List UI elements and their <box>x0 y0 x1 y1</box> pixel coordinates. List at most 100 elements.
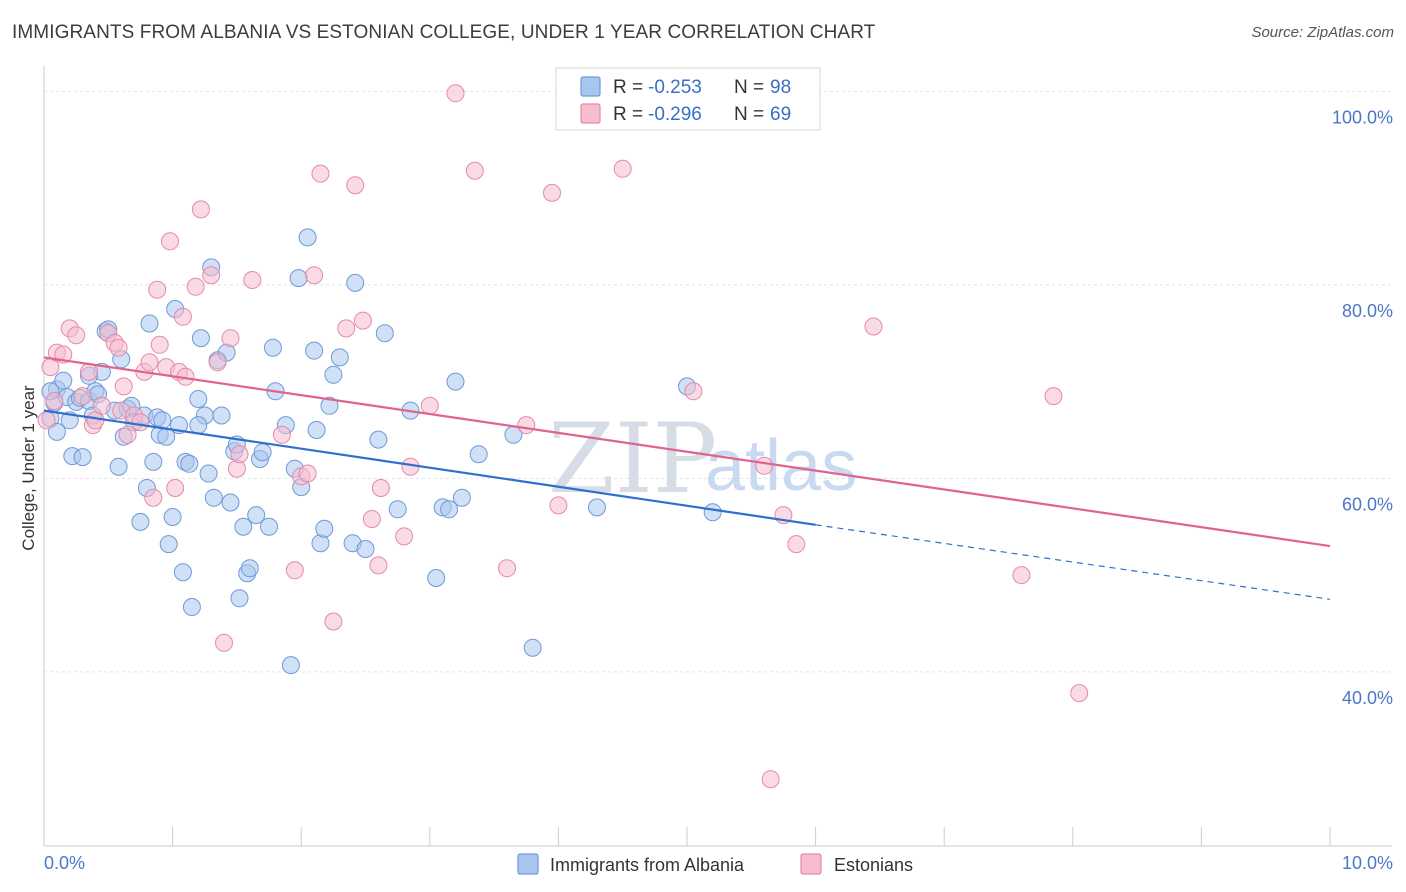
point-estonians <box>543 183 561 202</box>
legend-n-value-estonians: 69 <box>770 104 791 125</box>
point-estonians <box>230 445 249 464</box>
data-points <box>37 84 1089 789</box>
point-estonians <box>166 479 185 497</box>
point-albania <box>191 329 210 348</box>
point-estonians <box>324 612 343 631</box>
point-albania <box>427 569 446 587</box>
point-albania <box>260 517 278 536</box>
point-estonians <box>140 353 159 372</box>
trend-lines <box>43 356 1331 600</box>
point-albania <box>189 390 208 408</box>
point-estonians <box>37 411 56 430</box>
trend-line-albania <box>43 409 816 526</box>
point-albania <box>289 269 308 288</box>
y-tick-label: 80.0% <box>1342 301 1393 321</box>
point-albania <box>199 464 218 483</box>
point-albania <box>73 448 92 467</box>
point-estonians <box>369 556 388 575</box>
point-estonians <box>272 425 291 444</box>
point-estonians <box>243 271 262 289</box>
point-estonians <box>148 280 167 299</box>
x-tick-label-max: 10.0% <box>1342 853 1393 873</box>
point-albania <box>320 396 339 415</box>
point-albania <box>204 488 223 507</box>
point-estonians <box>1070 684 1089 703</box>
point-albania <box>324 365 343 384</box>
point-albania <box>330 348 349 367</box>
chart-title: IMMIGRANTS FROM ALBANIA VS ESTONIAN COLL… <box>12 22 876 43</box>
point-albania <box>221 493 240 512</box>
point-estonians <box>208 353 227 372</box>
point-estonians <box>92 396 111 415</box>
point-estonians <box>186 277 205 296</box>
watermark: ZIP atlas <box>548 403 857 515</box>
point-albania <box>369 430 388 449</box>
point-estonians <box>45 392 64 410</box>
point-estonians <box>761 770 780 789</box>
point-albania <box>180 454 199 473</box>
point-estonians <box>191 200 210 219</box>
point-albania <box>388 500 407 519</box>
bottom-legend-swatch-estonians <box>800 853 822 875</box>
point-albania <box>452 488 471 507</box>
point-estonians <box>346 176 365 195</box>
point-albania <box>230 589 249 608</box>
legend-n-value-albania: 98 <box>770 77 791 98</box>
point-estonians <box>787 535 806 554</box>
point-albania <box>253 443 272 462</box>
y-tick-label: 40.0% <box>1342 688 1393 708</box>
legend-r-label-estonians: R = <box>613 104 643 125</box>
point-estonians <box>362 510 381 528</box>
point-estonians <box>144 488 163 507</box>
point-estonians <box>114 377 133 396</box>
point-albania <box>144 452 163 471</box>
bottom-legend-label-albania: Immigrants from Albania <box>550 855 745 875</box>
y-tick-label: 100.0% <box>1332 107 1393 127</box>
point-estonians <box>311 164 330 183</box>
point-estonians <box>73 387 92 406</box>
point-albania <box>131 512 150 531</box>
series-legend: Immigrants from Albania Estonians <box>517 853 913 875</box>
x-tick-label-min: 0.0% <box>44 853 85 873</box>
point-estonians <box>371 479 390 497</box>
point-estonians <box>337 319 356 338</box>
point-estonians <box>305 266 324 285</box>
trend-line-albania-extension <box>815 524 1331 600</box>
point-estonians <box>395 527 414 546</box>
x-tick-labels: 0.0% 10.0% <box>44 853 1393 873</box>
point-estonians <box>150 335 169 354</box>
point-albania <box>375 324 394 343</box>
y-axis-label: College, Under 1 year <box>19 385 38 551</box>
point-estonians <box>202 266 221 285</box>
source-label: Source: ZipAtlas.com <box>1251 24 1394 41</box>
point-estonians <box>285 561 304 580</box>
point-albania <box>240 559 259 578</box>
point-estonians <box>131 413 150 432</box>
point-estonians <box>109 338 128 357</box>
point-estonians <box>161 232 179 251</box>
watermark-zip: ZIP <box>548 403 717 515</box>
point-albania <box>163 508 182 526</box>
point-estonians <box>465 161 484 180</box>
axes <box>43 66 1392 847</box>
point-estonians <box>118 425 137 444</box>
legend-r-value-estonians: -0.296 <box>648 104 702 125</box>
legend-swatch-albania <box>580 76 601 97</box>
point-estonians <box>684 382 703 401</box>
point-albania <box>109 457 128 476</box>
point-albania <box>703 503 722 522</box>
point-albania <box>315 519 334 538</box>
point-albania <box>446 372 465 391</box>
point-estonians <box>755 456 774 475</box>
point-albania <box>281 656 300 675</box>
point-estonians <box>1044 387 1063 406</box>
point-albania <box>159 535 178 554</box>
point-estonians <box>1012 566 1031 585</box>
point-estonians <box>353 311 372 330</box>
bottom-legend-label-estonians: Estonians <box>834 855 913 875</box>
gridlines <box>44 90 1392 673</box>
point-estonians <box>173 307 192 326</box>
legend-n-label-estonians: N = <box>734 104 764 125</box>
bottom-legend-swatch-albania <box>517 853 539 875</box>
